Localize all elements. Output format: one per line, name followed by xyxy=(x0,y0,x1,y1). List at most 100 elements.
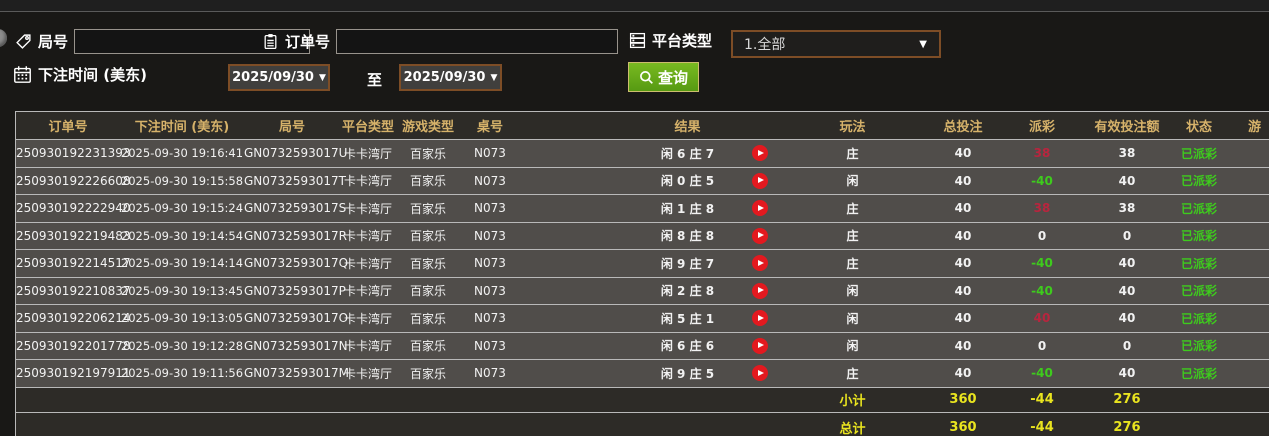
bet-time-filter: 下注时间 (美东) xyxy=(13,64,147,85)
cell-status: 已派彩 xyxy=(1180,229,1217,244)
chevron-down-icon: ▼ xyxy=(318,72,326,83)
column-header: 游 xyxy=(1248,120,1262,135)
column-header: 有效投注额 xyxy=(1094,120,1160,135)
cell-result: 闲 1 庄 8 xyxy=(660,201,715,216)
column-header: 总投注 xyxy=(943,120,983,135)
cell-bet_time: 2025-09-30 19:14:14 xyxy=(120,256,244,271)
play-video-icon[interactable] xyxy=(752,172,768,189)
cell-payout: -40 xyxy=(1031,283,1053,298)
table-row: 250930192206214 2025-09-30 19:13:05 GN0732… xyxy=(16,305,1269,333)
cell-total_bet: 40 xyxy=(954,256,972,271)
cell-status: 已派彩 xyxy=(1180,284,1217,299)
chevron-down-icon: ▼ xyxy=(919,38,927,50)
cell-status: 已派彩 xyxy=(1180,146,1217,161)
cell-round_no: GN0732593017U xyxy=(244,146,348,161)
order-no-input[interactable] xyxy=(336,29,619,54)
cell-valid_bet: 40 xyxy=(1118,366,1136,381)
cell-payout: 40 xyxy=(1033,311,1051,326)
cell-bet_type: 庄 xyxy=(846,201,859,216)
total-row-cell-valid_bet: 276 xyxy=(1113,420,1141,435)
platform-type-filter: 平台类型 xyxy=(629,30,712,51)
play-video-icon[interactable] xyxy=(752,227,768,244)
table-header-row: 订单号 下注时间 (美东) 局号 平台类型 游戏类型 桌号 结果 玩法 总投注 派彩 有效投注额 状态… xyxy=(16,112,1269,140)
calendar-icon xyxy=(13,65,32,84)
cell-status: 已派彩 xyxy=(1180,256,1217,271)
play-video-icon[interactable] xyxy=(752,337,768,354)
cell-total_bet: 40 xyxy=(954,228,972,243)
cell-total_bet: 40 xyxy=(954,366,972,381)
cell-play xyxy=(735,365,785,382)
cell-result: 闲 6 庄 6 xyxy=(660,339,715,354)
cell-status: 已派彩 xyxy=(1180,201,1217,216)
cell-platform: 卡卡湾厅 xyxy=(343,366,392,381)
search-icon xyxy=(639,70,654,85)
round-no-input[interactable] xyxy=(74,29,311,54)
cell-total_bet: 40 xyxy=(954,201,972,216)
subtotal-row-cell-valid_bet: 276 xyxy=(1113,392,1141,407)
play-video-icon[interactable] xyxy=(752,365,768,382)
cell-platform: 卡卡湾厅 xyxy=(343,146,392,161)
subtotal-row-cell-bet_type: 小计 xyxy=(839,394,866,409)
play-video-icon[interactable] xyxy=(752,282,768,299)
platform-type-select[interactable]: 1.全部 ▼ xyxy=(731,30,941,58)
cell-bet_time: 2025-09-30 19:12:28 xyxy=(120,338,244,353)
play-video-icon[interactable] xyxy=(752,145,768,162)
column-header: 订单号 xyxy=(48,120,88,135)
cell-table_no: N073 xyxy=(474,256,506,271)
cell-table_no: N073 xyxy=(474,201,506,216)
cell-bet_type: 闲 xyxy=(846,174,859,189)
column-header: 下注时间 (美东) xyxy=(134,120,230,135)
column-header: 平台类型 xyxy=(341,120,394,135)
cell-result: 闲 6 庄 7 xyxy=(660,146,715,161)
cell-bet_time: 2025-09-30 19:16:41 xyxy=(120,146,244,161)
cell-table_no: N073 xyxy=(474,173,506,188)
cell-bet_time: 2025-09-30 19:13:05 xyxy=(120,311,244,326)
chevron-down-icon: ▼ xyxy=(490,72,498,83)
query-button[interactable]: 查询 xyxy=(628,62,699,92)
cell-bet_time: 2025-09-30 19:15:58 xyxy=(120,173,244,188)
cell-result: 闲 0 庄 5 xyxy=(660,174,715,189)
cell-play xyxy=(735,255,785,272)
cell-total_bet: 40 xyxy=(954,338,972,353)
table-row: 250930192219483 2025-09-30 19:14:54 GN0732… xyxy=(16,222,1269,250)
cell-play xyxy=(735,200,785,217)
cell-bet_time: 2025-09-30 19:13:45 xyxy=(120,283,244,298)
cell-order_no: 250930192197911 xyxy=(16,366,131,381)
subtotal-row-cell-payout: -44 xyxy=(1030,392,1054,407)
order-no-label: 订单号 xyxy=(285,33,331,51)
cell-valid_bet: 0 xyxy=(1122,338,1132,353)
column-header: 玩法 xyxy=(839,120,866,135)
total-row-cell-payout: -44 xyxy=(1030,420,1054,435)
date-from-picker[interactable]: 2025/09/30 ▼ xyxy=(228,64,330,91)
cell-bet_type: 庄 xyxy=(846,229,859,244)
date-from-value: 2025/09/30 xyxy=(232,70,314,85)
cell-round_no: GN0732593017Q xyxy=(244,256,349,271)
date-to-picker[interactable]: 2025/09/30 ▼ xyxy=(399,64,502,91)
play-video-icon[interactable] xyxy=(752,310,768,327)
subtotal-row-cell-total_bet: 360 xyxy=(949,392,977,407)
cell-round_no: GN0732593017O xyxy=(244,311,349,326)
total-row-cell-total_bet: 360 xyxy=(949,420,977,435)
cell-total_bet: 40 xyxy=(954,283,972,298)
round-no-label: 局号 xyxy=(38,33,69,51)
cell-play xyxy=(735,282,785,299)
cell-bet_type: 庄 xyxy=(846,366,859,381)
play-video-icon[interactable] xyxy=(752,255,768,272)
cell-valid_bet: 40 xyxy=(1118,283,1136,298)
play-video-icon[interactable] xyxy=(752,200,768,217)
cell-game_type: 百家乐 xyxy=(409,146,446,161)
cell-play xyxy=(735,310,785,327)
table-row: 250930192210837 2025-09-30 19:13:45 GN0732… xyxy=(16,277,1269,305)
cell-status: 已派彩 xyxy=(1180,311,1217,326)
cell-order_no: 250930192231393 xyxy=(16,146,131,161)
column-header: 游戏类型 xyxy=(401,120,454,135)
cell-game_type: 百家乐 xyxy=(409,256,446,271)
cell-bet_time: 2025-09-30 19:14:54 xyxy=(120,228,244,243)
cell-result: 闲 2 庄 8 xyxy=(660,284,715,299)
cell-status: 已派彩 xyxy=(1180,366,1217,381)
cell-order_no: 250930192219483 xyxy=(16,228,131,243)
cell-valid_bet: 38 xyxy=(1118,146,1136,161)
cell-play xyxy=(735,172,785,189)
clipboard-icon xyxy=(262,33,279,50)
top-divider xyxy=(0,0,1269,12)
